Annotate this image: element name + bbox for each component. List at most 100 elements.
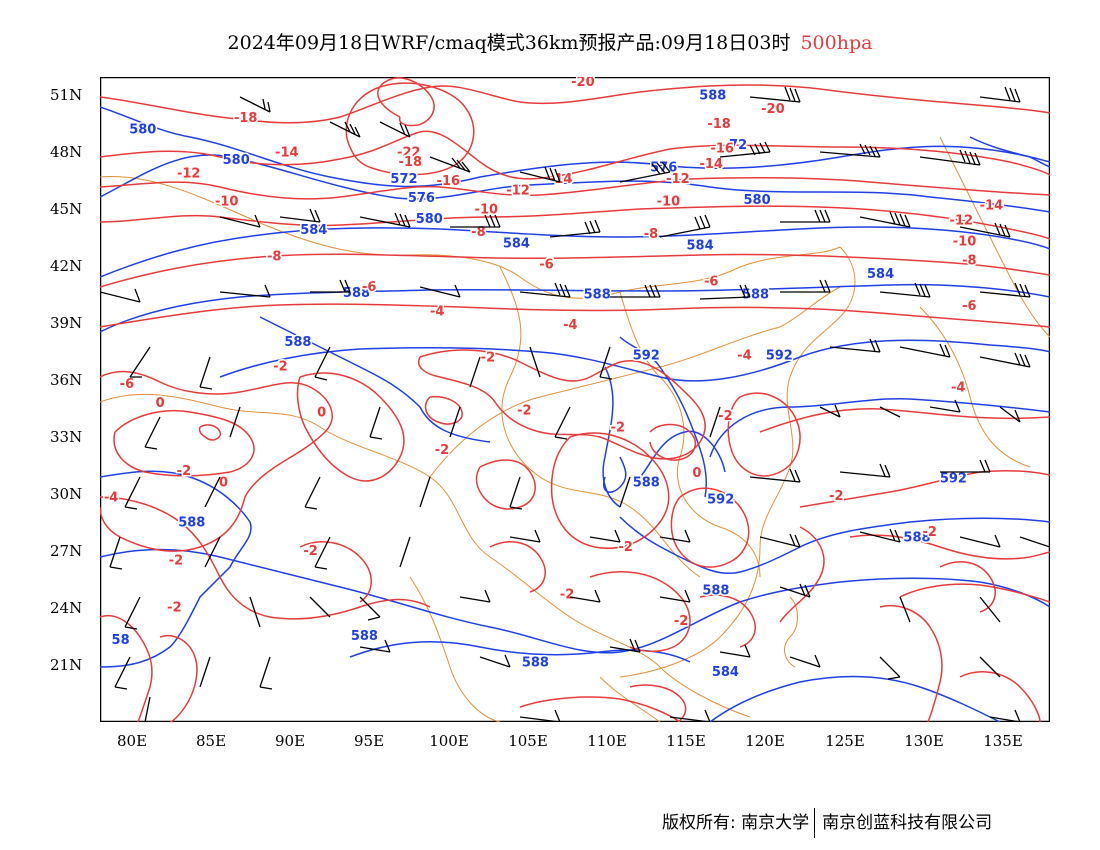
temperature-contour <box>100 130 1050 180</box>
wind-barb <box>359 212 411 228</box>
lat-label: 30N <box>50 485 83 503</box>
temperature-contour-label: -4 <box>430 305 444 320</box>
temperature-contour-label: -6 <box>539 257 553 272</box>
wind-barb <box>719 644 751 658</box>
company-text: 南京创蓝科技有限公司 <box>822 813 993 833</box>
height-contour-label: 72 <box>729 138 747 153</box>
wind-barb <box>780 279 831 293</box>
temperature-contour-label: 0 <box>317 405 326 420</box>
temperature-contour <box>100 253 1050 288</box>
wind-barb <box>839 463 891 478</box>
temperature-contour-label: -12 <box>506 183 530 198</box>
temperature-contour-label: 0 <box>219 476 228 491</box>
temperature-contour <box>100 84 1050 124</box>
temperature-contour <box>670 487 750 568</box>
temperature-contour-label: -4 <box>563 318 577 333</box>
wind-barb <box>979 282 1031 298</box>
wind-barb <box>779 583 811 598</box>
temperature-contour <box>100 177 1050 200</box>
wind-barb <box>199 656 211 688</box>
boundary-line <box>100 176 841 299</box>
temperature-contour <box>475 459 536 510</box>
wind-barb <box>749 86 801 103</box>
height-contour-label: 580 <box>744 193 771 208</box>
temperature-contour <box>759 407 1050 433</box>
temperature-contour <box>550 432 670 549</box>
boundary-line <box>939 136 1050 338</box>
wind-barb <box>619 161 671 183</box>
temperature-contour <box>699 594 756 648</box>
height-contour <box>100 106 1050 188</box>
wind-barb <box>999 406 1021 423</box>
temperature-contour-label: -12 <box>666 172 690 187</box>
wind-barb <box>239 96 271 113</box>
wind-barb <box>959 222 1011 238</box>
temperature-contour-label: -10 <box>657 195 681 210</box>
height-contour-label: 576 <box>408 191 435 206</box>
temperature-contour <box>489 541 546 593</box>
temperature-contour <box>299 541 372 603</box>
wind-barb <box>759 533 801 548</box>
wind-barb <box>554 406 571 440</box>
temperature-contour-label: -14 <box>275 145 299 160</box>
lon-label: 130E <box>904 732 944 750</box>
temperature-contour <box>418 349 706 460</box>
lon-label: 100E <box>429 732 469 750</box>
temperature-contour <box>100 496 431 620</box>
height-contour-label: 572 <box>390 172 417 187</box>
height-contour-label: 580 <box>416 212 443 227</box>
temperature-contour-label: -20 <box>571 77 595 90</box>
wind-barb <box>979 352 1031 368</box>
height-contour-label: 588 <box>284 335 311 350</box>
temperature-contour-label: -2 <box>517 403 531 418</box>
temperature-contour <box>629 684 687 722</box>
height-contour-label: 588 <box>584 288 611 303</box>
wind-barb <box>314 346 331 381</box>
wind-barb <box>249 596 261 628</box>
lon-label: 85E <box>195 732 227 750</box>
height-contour-label: 580 <box>223 153 250 168</box>
wind-barb <box>989 709 1021 722</box>
lat-label: 42N <box>50 257 83 275</box>
lon-label: 125E <box>825 732 865 750</box>
height-contour <box>219 339 1050 382</box>
wind-barb <box>940 459 991 473</box>
temperature-contour <box>519 696 681 722</box>
temperature-contour-label: -2 <box>435 443 449 458</box>
height-contour <box>259 316 491 443</box>
wind-barb <box>919 149 981 166</box>
temperature-contour-label: -8 <box>471 225 485 240</box>
height-contour-label: 592 <box>633 348 660 363</box>
wind-barb <box>599 346 613 380</box>
temperature-contour-label: -2 <box>618 540 632 555</box>
temperature-contour-label: -4 <box>737 348 751 363</box>
wind-barb <box>1019 536 1050 548</box>
height-contour-label: 58 <box>112 633 130 648</box>
temperature-contour <box>100 370 333 552</box>
temperature-contour-label: -8 <box>644 227 658 242</box>
height-contour <box>639 430 726 478</box>
temperature-contour-label: -10 <box>215 195 239 210</box>
height-contour <box>709 397 1050 458</box>
temperature-contour-label: -16 <box>437 174 461 189</box>
height-contour-label: 588 <box>903 531 930 546</box>
wind-barb <box>929 399 961 413</box>
temperature-contour-label: -16 <box>710 142 734 157</box>
height-contours <box>100 106 1050 722</box>
height-contour <box>100 226 1050 278</box>
lon-label: 115E <box>666 732 706 750</box>
temperature-contour-label: -14 <box>980 199 1004 214</box>
wind-barb <box>329 121 361 138</box>
temperature-contour <box>377 77 435 127</box>
height-contour-label: 588 <box>702 584 729 599</box>
height-contour <box>619 336 708 498</box>
temperature-contour-label: -18 <box>234 111 258 126</box>
wind-barb <box>719 141 771 158</box>
wind-barb <box>359 596 381 621</box>
wind-barb <box>479 654 511 668</box>
wind-barb <box>419 284 461 298</box>
temperature-contour <box>849 534 1050 560</box>
temperature-contour-label: -22 <box>397 145 421 160</box>
